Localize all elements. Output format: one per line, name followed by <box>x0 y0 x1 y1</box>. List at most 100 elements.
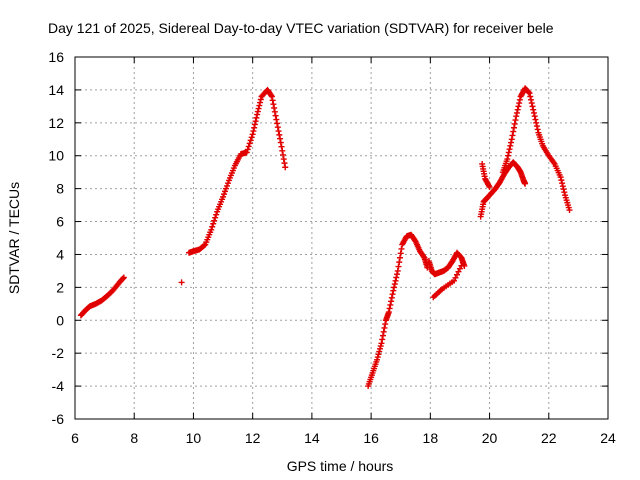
y-tick-label: 6 <box>56 214 64 230</box>
data-point-fill <box>276 131 283 138</box>
data-point-fill <box>394 271 401 278</box>
x-tick-label: 8 <box>130 430 138 446</box>
data-point <box>394 267 401 274</box>
y-tick-label: 12 <box>48 115 64 131</box>
data-point-fill <box>277 135 284 142</box>
x-tick-label: 6 <box>71 430 79 446</box>
data-point-fill <box>411 236 418 243</box>
data-point-fill <box>272 112 279 119</box>
data-point-fill <box>398 245 405 252</box>
data-point-fill <box>495 181 502 188</box>
x-tick-label: 20 <box>482 430 498 446</box>
data-point-fill <box>455 268 462 275</box>
data-point <box>254 111 261 118</box>
data-point <box>178 279 185 286</box>
data-point <box>390 287 397 294</box>
data-point-fill <box>257 99 264 106</box>
data-point-fill <box>506 146 513 153</box>
data-point-fill <box>527 93 534 100</box>
data-point-fill <box>270 101 277 108</box>
data-point-fill <box>268 92 275 99</box>
data-point-fill <box>279 147 286 154</box>
data-point-fill <box>521 180 528 187</box>
data-point-fill <box>267 91 274 98</box>
y-tick-label: -2 <box>52 345 65 361</box>
data-point-fill <box>379 336 386 343</box>
data-point-fill <box>534 126 541 133</box>
data-point-fill <box>437 287 444 294</box>
data-point-fill <box>271 108 278 115</box>
data-point-fill <box>212 214 219 221</box>
data-point-fill <box>530 106 537 113</box>
data-point-fill <box>242 149 249 156</box>
data-point-fill <box>456 265 463 272</box>
data-point-fill <box>200 243 207 250</box>
data-point-fill <box>120 275 127 282</box>
data-point-fill <box>224 180 231 187</box>
data-point-fill <box>458 262 465 269</box>
x-tick-label: 24 <box>600 430 616 446</box>
data-point-fill <box>254 108 261 115</box>
data-point-fill <box>449 279 456 286</box>
data-point-fill <box>505 149 512 156</box>
data-point-fill <box>505 152 512 159</box>
data-point <box>273 116 280 123</box>
data-point-fill <box>395 263 402 270</box>
data-point-fill <box>525 89 532 96</box>
data-point-fill <box>269 97 276 104</box>
data-point-fill <box>274 120 281 127</box>
data-point-fill <box>533 119 540 126</box>
x-tick-label: 16 <box>363 430 379 446</box>
y-axis-label: SDTVAR / TECUs <box>6 182 22 294</box>
data-point-fill <box>374 354 381 361</box>
data-point-fill <box>397 250 404 257</box>
data-point-fill <box>114 281 121 288</box>
data-point-fill <box>119 276 126 283</box>
data-point-fill <box>274 124 281 131</box>
series-segment-5 <box>425 249 468 301</box>
data-point-fill <box>230 165 237 172</box>
data-point-fill <box>507 142 514 149</box>
data-point-fill <box>511 120 518 127</box>
data-point <box>513 113 520 120</box>
data-point-fill <box>210 220 217 227</box>
data-point-fill <box>252 118 259 125</box>
data-point-fill <box>453 271 460 278</box>
data-point-fill <box>558 177 565 184</box>
data-point-fill <box>525 88 532 95</box>
data-point-fill <box>391 284 398 291</box>
data-point-fill <box>533 123 540 130</box>
data-point-fill <box>456 253 463 260</box>
data-point-fill <box>393 274 400 281</box>
data-point-fill <box>392 277 399 284</box>
y-tick-label: 8 <box>56 181 64 197</box>
data-point-fill <box>510 128 517 135</box>
plot-frame <box>74 56 609 420</box>
data-point-fill <box>211 217 218 224</box>
data-point-fill <box>368 372 375 379</box>
data-point-fill <box>560 186 567 193</box>
data-point-fill <box>247 137 254 144</box>
data-point-fill <box>223 185 230 192</box>
x-tick-label: 12 <box>245 430 261 446</box>
data-point-fill <box>248 134 255 141</box>
data-point-fill <box>280 151 287 158</box>
data-point <box>378 340 385 347</box>
series-segment-7 <box>499 85 573 214</box>
series-segment-6 <box>477 159 529 220</box>
data-point-fill <box>221 191 228 198</box>
data-point-fill <box>207 229 214 236</box>
x-tick-label: 14 <box>304 430 320 446</box>
data-point-fill <box>550 159 557 166</box>
data-point-fill <box>376 348 383 355</box>
series-segment-4 <box>365 231 431 390</box>
data-point-fill <box>271 105 278 112</box>
data-point <box>277 139 284 146</box>
data-point-fill <box>257 96 264 103</box>
data-point-fill <box>508 139 515 146</box>
data-point-fill <box>213 211 220 218</box>
y-tick-label: 4 <box>56 246 64 262</box>
data-point <box>249 131 256 138</box>
data-point-fill <box>388 294 395 301</box>
